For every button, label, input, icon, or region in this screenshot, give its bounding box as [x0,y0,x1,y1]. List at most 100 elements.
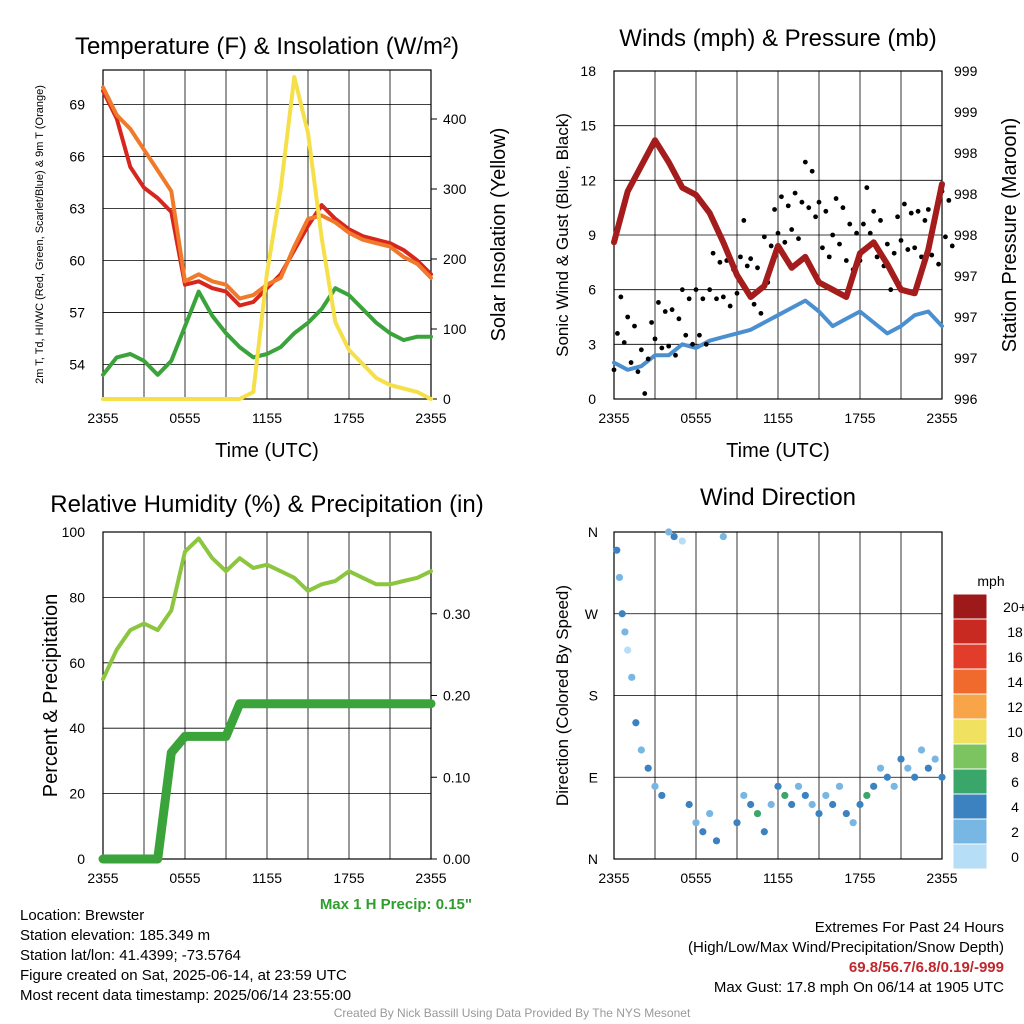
gust-point [925,207,931,212]
y2-tick-label: 999 [954,104,978,120]
colorbar-swatch [952,618,988,645]
gust-point [768,243,774,249]
recent-text: Most recent data timestamp: 2025/06/14 2… [20,987,352,1004]
gust-point [761,234,767,240]
gust-point [871,208,877,214]
direction-point [883,773,891,781]
gust-point [861,221,866,227]
y-tick-label: 100 [62,524,86,540]
gust-point [809,168,815,174]
direction-point [794,782,803,790]
x-tick-label: 1755 [333,410,364,426]
x-axis-label: Time (UTC) [726,440,830,462]
gust-point [621,340,627,345]
y-tick-label: S [589,688,598,704]
extremes-info: Extremes For Past 24 Hours (High/Low/Max… [688,918,1004,998]
gust-point [666,343,672,349]
colorbar-label: 4 [1011,799,1019,815]
gust-point [891,250,897,256]
y-tick-label: 9 [588,227,596,243]
series-line-1 [612,298,944,372]
direction-point [863,791,871,800]
direction-point [842,809,850,818]
gust-point [833,196,839,201]
created-text: Figure created on Sat, 2025-06-14, at 23… [20,967,347,984]
chart-title-3: Relative Humidity (%) & Precipitation (i… [50,491,483,518]
y2-tick-label: 200 [443,251,467,267]
gust-point [632,323,637,329]
gust-point [615,331,620,336]
gust-point [820,245,825,251]
latlon-text: Station lat/lon: 41.4399; -73.5764 [20,947,242,964]
gust-point [898,238,904,243]
gust-point [854,230,859,236]
colorbar-swatch [952,793,988,820]
gust-point [717,259,723,265]
direction-point [678,537,686,545]
x-tick-label: 1155 [763,870,793,886]
direction-point [651,782,659,790]
gust-point [649,320,654,325]
extremes-title: Extremes For Past 24 Hours [814,919,1004,936]
y-tick-label: 60 [69,252,85,268]
colorbar-swatch [952,593,988,620]
direction-point [904,764,912,772]
y-tick-label: 18 [580,63,596,79]
gust-point [686,296,692,302]
y2-tick-label: 0.00 [443,851,470,867]
series-line-4 [101,75,433,401]
gust-point [690,341,695,347]
colorbar-swatch [952,693,988,720]
direction-point [890,782,898,790]
colorbar-label: 14 [1007,674,1023,690]
gust-point [755,265,760,271]
gust-point [772,207,777,212]
x-tick-label: 0555 [680,410,711,426]
direction-point [876,764,885,772]
x-tick-label: 1755 [844,870,875,886]
y2-tick-label: 998 [954,186,978,202]
gust-point [837,241,842,247]
y2-tick-label: 997 [954,309,978,325]
y-axis-label: Percent & Precipitation [40,594,62,797]
x-tick-label: 2355 [598,410,629,426]
gust-point [662,309,668,314]
colorbar-label: 12 [1007,699,1023,715]
direction-point [801,791,809,800]
x-tick-label: 1755 [844,410,875,426]
series-line-3 [611,137,945,300]
gust-point [738,254,743,260]
x-tick-label: 2355 [598,870,629,886]
direction-point [760,828,768,836]
gust-point [645,356,651,362]
colorbar-title: mph [977,573,1004,589]
gust-point [714,296,719,302]
chart-title-4: Wind Direction [700,484,856,511]
gust-point [656,300,661,305]
gust-point [878,218,883,223]
direction-point [938,773,946,781]
direction-point [753,809,762,818]
y2-tick-label: 998 [954,145,978,161]
gust-point [902,201,907,207]
gust-point [720,294,726,300]
direction-point [815,809,823,818]
y-tick-label: N [588,851,598,867]
direction-point [849,819,857,827]
chart-title-1: Temperature (F) & Insolation (W/m²) [75,33,459,60]
direction-point [637,746,645,754]
colorbar-label: 10 [1007,724,1023,740]
y2-tick-label: 400 [443,111,467,127]
x-tick-label: 2355 [926,870,957,886]
gust-point [744,263,750,269]
direction-point [613,546,621,554]
colorbar-label: 6 [1011,774,1019,790]
gust-point [638,347,644,353]
x-tick-label: 0555 [169,410,200,426]
y-tick-label: 20 [69,786,85,802]
direction-point [706,809,714,818]
colorbar-label: 16 [1007,649,1023,665]
y-tick-label: 12 [580,172,596,188]
x-tick-label: 2355 [87,870,118,886]
